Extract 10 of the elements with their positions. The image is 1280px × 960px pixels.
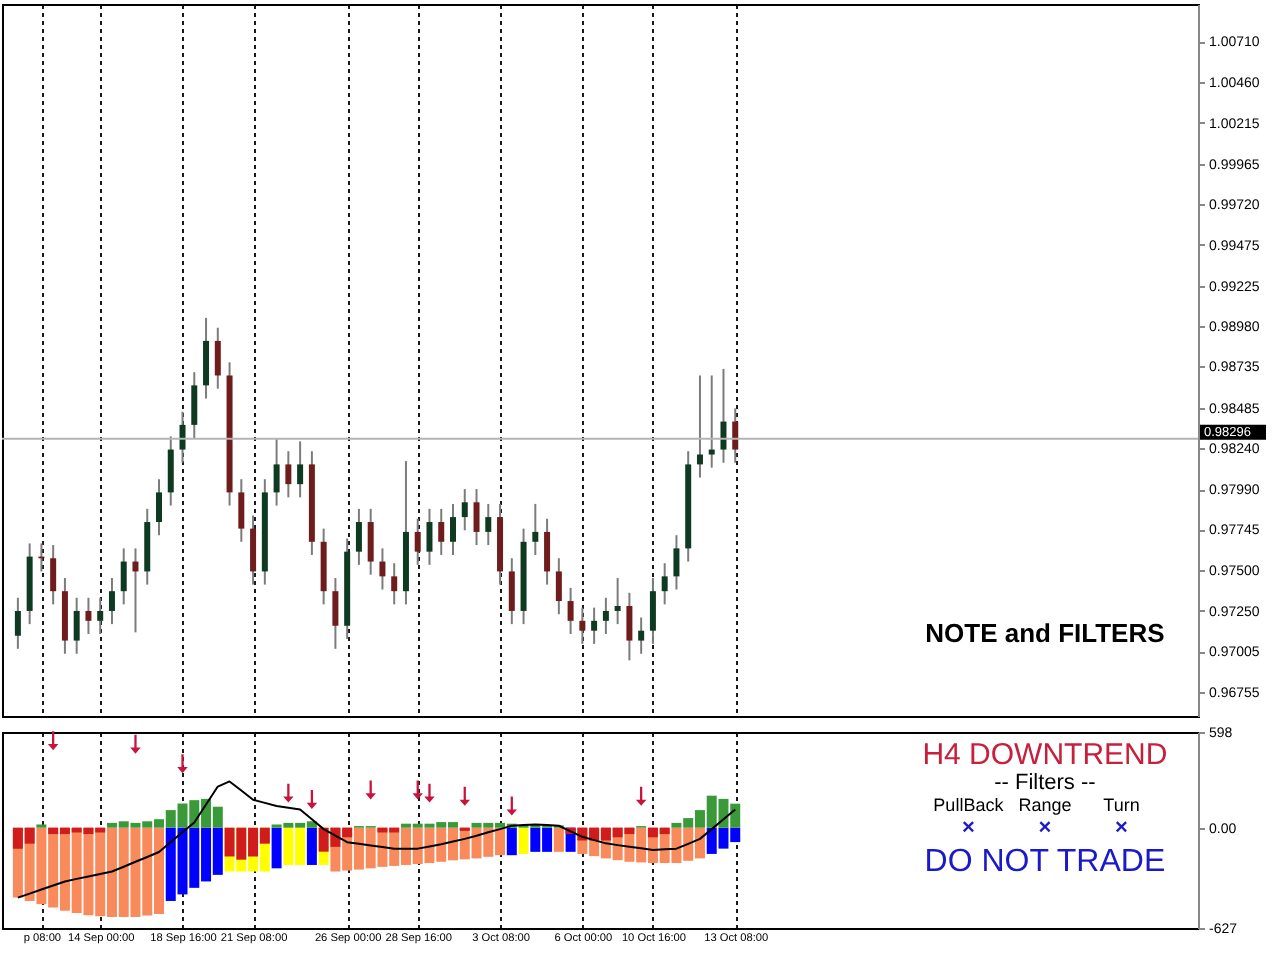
annotation: × <box>1115 816 1128 841</box>
annotation: -- Filters -- <box>994 770 1097 795</box>
annotation: NOTE and FILTERS <box>925 618 1166 649</box>
annotation: × <box>961 816 975 841</box>
annotation: × <box>1038 816 1052 841</box>
annotation: Turn <box>1103 794 1140 815</box>
annotation: PullBack <box>933 794 1005 815</box>
annotation: DO NOT TRADE <box>924 845 1166 880</box>
annotation: Range <box>1018 794 1072 815</box>
annotation: H4 DOWNTREND <box>922 737 1168 772</box>
